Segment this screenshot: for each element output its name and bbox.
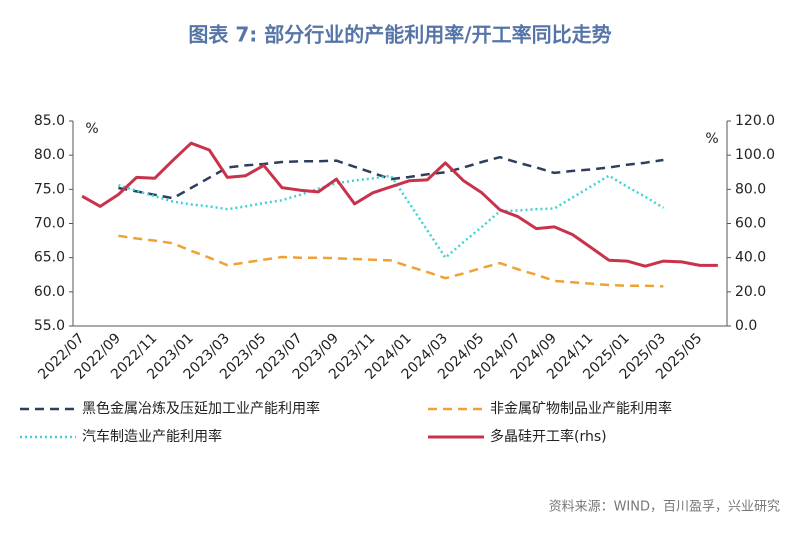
y-unit: %: [85, 121, 98, 137]
y-tick-label: 65.0: [34, 250, 65, 266]
chart-title: 图表 7: 部分行业的产能利用率/开工率同比走势: [188, 23, 611, 47]
y-tick-label: 85.0: [34, 113, 65, 129]
y-tick-label: 80.0: [34, 147, 65, 163]
y2-unit: %: [705, 131, 718, 147]
y2-tick-label: 80.0: [735, 181, 766, 197]
source-note: 资料来源：WIND，百川盈孚，兴业研究: [549, 500, 780, 515]
legend-label: 黑色金属冶炼及压延加工业产能利用率: [82, 400, 320, 417]
y2-tick-label: 100.0: [735, 147, 775, 163]
y2-tick-label: 120.0: [735, 113, 775, 129]
y2-tick-label: 0.0: [735, 318, 757, 334]
legend-label: 非金属矿物制品业产能利用率: [490, 400, 672, 417]
y2-tick-label: 40.0: [735, 250, 766, 266]
y2-tick-label: 20.0: [735, 284, 766, 300]
series-line: [118, 174, 665, 259]
series-line: [118, 234, 664, 288]
y-tick-label: 60.0: [34, 284, 65, 300]
y-tick-label: 75.0: [34, 181, 65, 197]
y-tick-label: 55.0: [34, 318, 65, 334]
series-line: [81, 141, 718, 268]
y2-tick-label: 60.0: [735, 216, 766, 232]
legend-label: 汽车制造业产能利用率: [82, 428, 222, 445]
y-tick-label: 70.0: [34, 216, 65, 232]
series-line: [118, 155, 664, 200]
legend-label: 多晶硅开工率(rhs): [490, 428, 607, 445]
